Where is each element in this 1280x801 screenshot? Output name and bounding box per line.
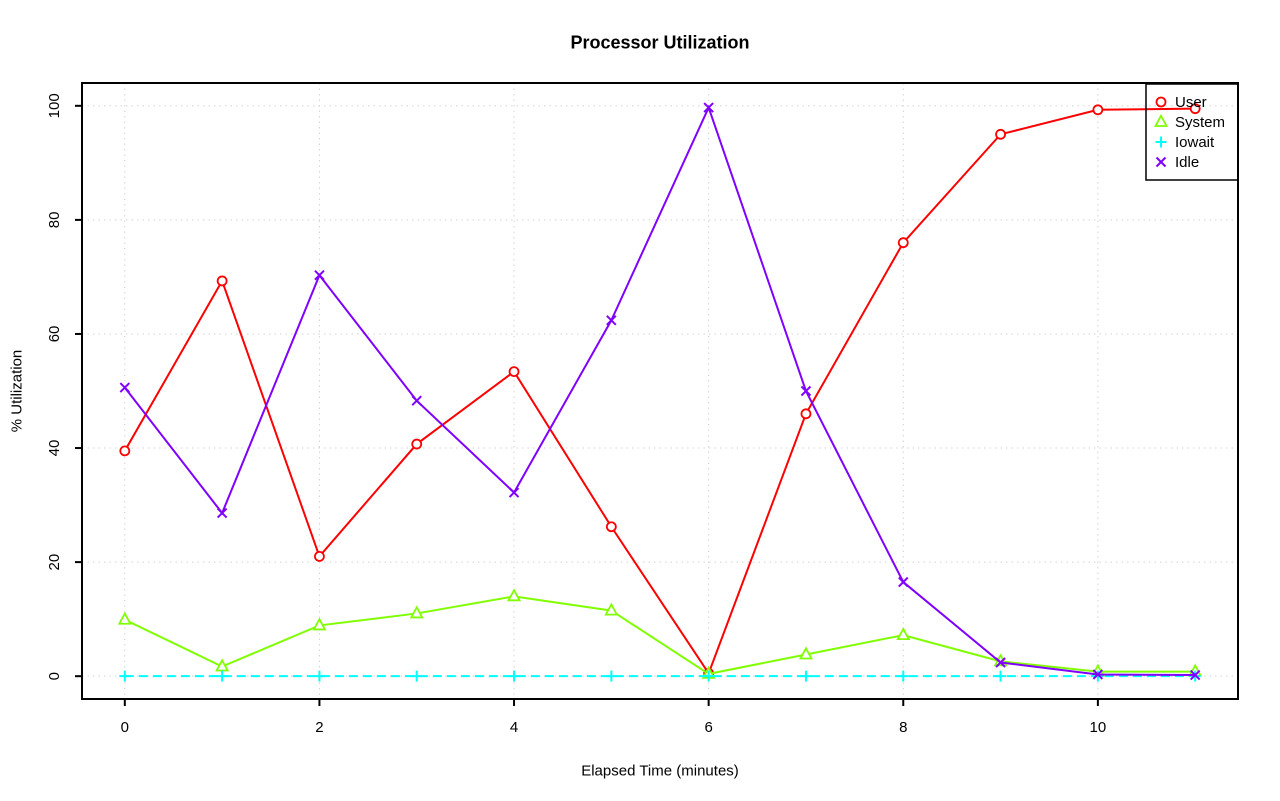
data-point-marker-x — [1189, 669, 1201, 681]
data-point-marker-triangle — [604, 602, 619, 616]
legend-label: Iowait — [1175, 134, 1215, 151]
data-point-marker-circle — [1189, 103, 1201, 115]
data-point-marker-plus — [703, 670, 715, 682]
data-point-marker-triangle — [507, 588, 522, 602]
x-tick-label: 2 — [315, 719, 323, 736]
y-tick-label: 80 — [46, 212, 63, 229]
legend-item-user: User — [1155, 94, 1207, 111]
data-point-marker-plus — [605, 670, 617, 682]
data-point-marker-x — [216, 507, 228, 519]
data-point-marker-triangle — [1153, 113, 1169, 127]
data-point-marker-plus — [216, 670, 228, 682]
data-point-marker-triangle — [409, 605, 424, 619]
data-point-marker-plus — [1155, 136, 1167, 148]
legend-item-iowait: Iowait — [1155, 134, 1215, 151]
data-point-marker-x — [703, 102, 714, 113]
data-point-marker-x — [314, 270, 325, 281]
x-tick-label: 0 — [121, 719, 129, 736]
series-user — [119, 103, 1201, 679]
grid — [82, 83, 1238, 699]
data-point-marker-plus — [119, 670, 131, 682]
y-axis-label: % Utilization — [8, 349, 26, 433]
y-tick-label: 0 — [46, 672, 63, 680]
y-tick-label: 60 — [46, 326, 63, 343]
legend-label: User — [1175, 94, 1207, 111]
data-point-marker-triangle — [312, 617, 327, 631]
data-point-marker-triangle — [117, 611, 132, 625]
data-point-marker-circle — [995, 128, 1006, 140]
data-point-marker-plus — [897, 670, 909, 682]
y-tick-label: 40 — [46, 440, 63, 457]
data-point-marker-circle — [897, 237, 909, 249]
data-point-marker-triangle — [896, 627, 911, 641]
data-point-marker-x — [1092, 669, 1104, 680]
series-iowait — [119, 670, 1201, 682]
y-tick-label: 100 — [46, 93, 63, 118]
data-point-marker-x — [508, 487, 520, 498]
legend-label: System — [1175, 114, 1225, 131]
series-system — [117, 588, 1203, 679]
data-point-marker-x — [995, 657, 1006, 668]
data-point-marker-circle — [216, 275, 228, 287]
chart-title: Processor Utilization — [570, 32, 750, 53]
x-axis-label: Elapsed Time (minutes) — [581, 762, 739, 780]
legend: User System Iowait Idle — [1145, 83, 1239, 181]
legend-box — [1145, 83, 1239, 181]
series-line-user — [123, 107, 1196, 676]
data-point-marker-x — [119, 382, 131, 393]
data-point-marker-x — [898, 576, 909, 588]
data-point-marker-circle — [508, 366, 520, 378]
data-point-marker-plus — [800, 670, 812, 682]
data-point-marker-x — [800, 385, 812, 397]
legend-label: Idle — [1175, 154, 1199, 171]
data-point-marker-plus — [411, 670, 423, 682]
series-line-system — [124, 595, 1196, 675]
series-line-idle — [124, 104, 1196, 677]
data-point-marker-circle — [314, 551, 325, 562]
data-point-marker-circle — [605, 521, 617, 533]
data-point-marker-circle — [1155, 96, 1167, 108]
legend-item-idle: Idle — [1155, 154, 1199, 171]
data-point-marker-circle — [800, 408, 812, 420]
x-tick-label: 6 — [704, 719, 712, 736]
y-tick-label: 20 — [46, 554, 63, 571]
data-point-marker-triangle — [215, 658, 230, 672]
x-tick-label: 8 — [899, 719, 907, 736]
x-tick-label: 10 — [1090, 719, 1107, 736]
data-point-marker-x — [1155, 156, 1167, 168]
legend-item-system: System — [1153, 113, 1225, 131]
data-point-marker-plus — [508, 670, 520, 682]
data-point-marker-x — [606, 315, 617, 326]
data-point-marker-plus — [313, 670, 325, 682]
series-idle — [119, 102, 1201, 681]
data-point-marker-circle — [1092, 104, 1104, 116]
plot-box — [81, 82, 1239, 700]
data-point-marker-triangle — [798, 646, 813, 660]
data-point-marker-plus — [995, 670, 1007, 682]
data-point-marker-x — [411, 395, 422, 406]
data-point-marker-circle — [119, 445, 131, 457]
data-point-marker-circle — [411, 438, 423, 450]
x-tick-label: 4 — [510, 719, 518, 736]
data-point-marker-plus — [1092, 670, 1104, 682]
